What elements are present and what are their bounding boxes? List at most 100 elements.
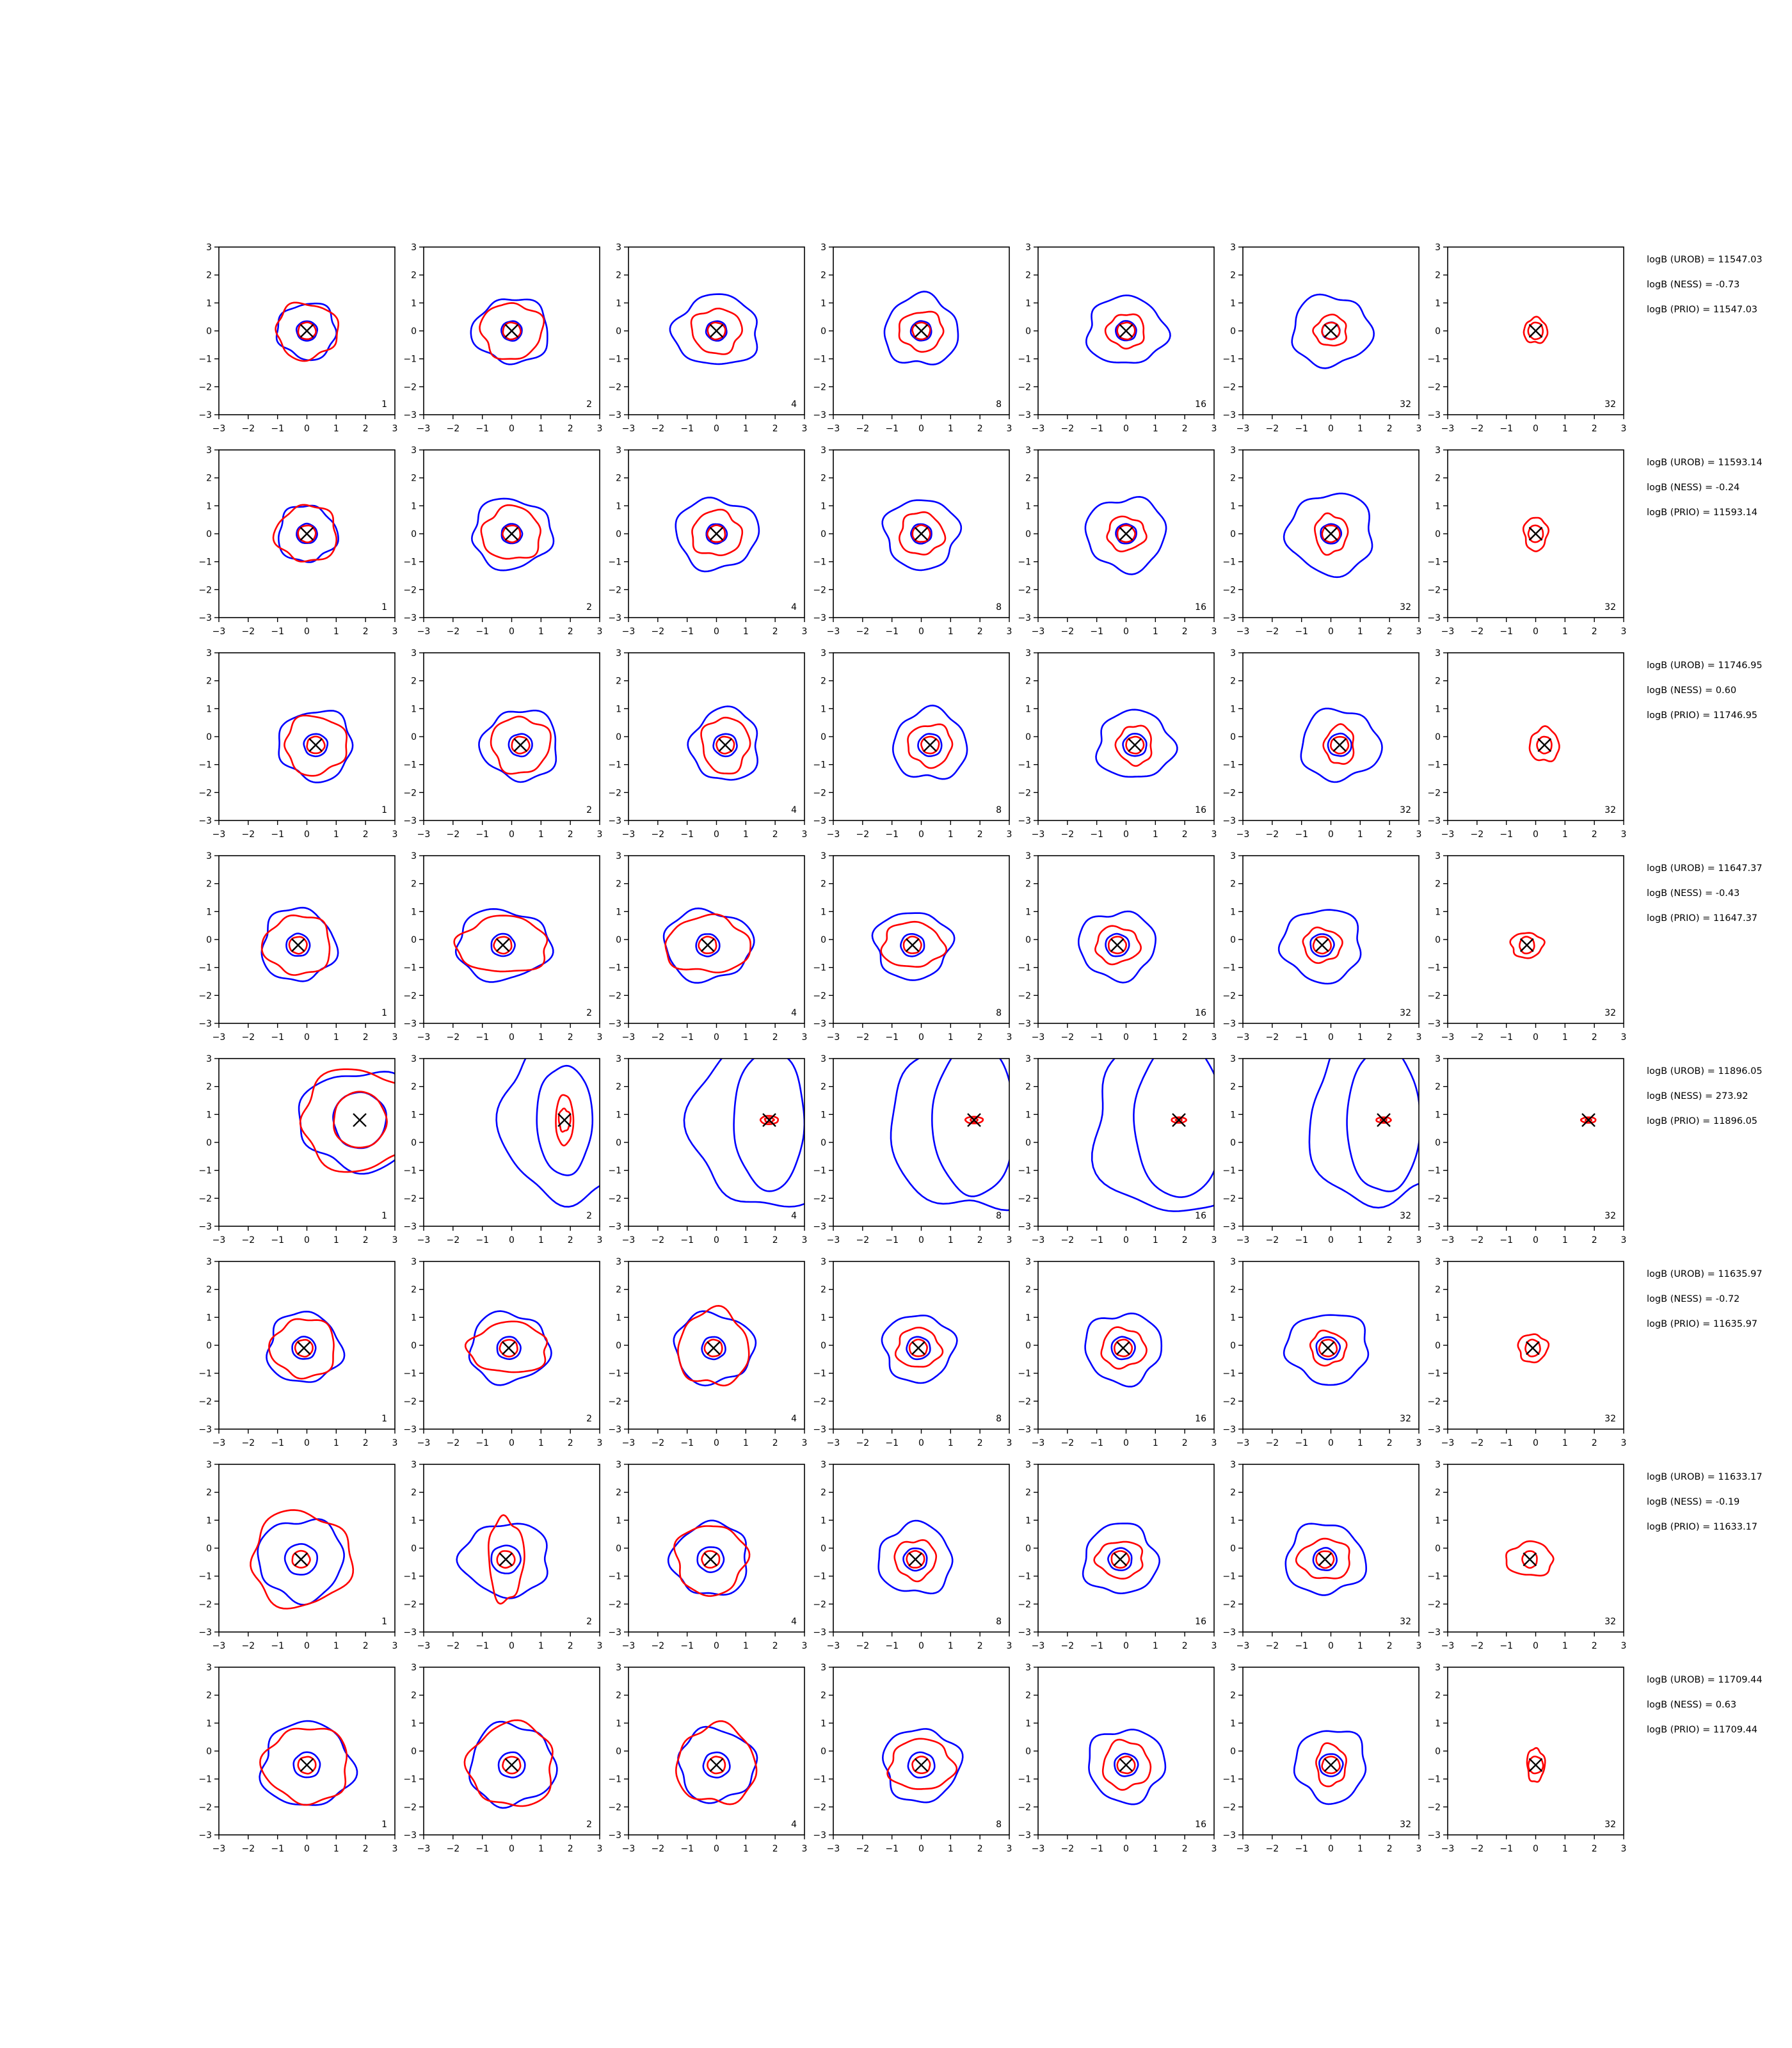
panel-5-1: −3 −2 −1 0 1 2 3 −3 −2 −1 0 1 2 3 1 — [198, 1054, 397, 1245]
true-value-marker — [1119, 324, 1133, 338]
y-tick-label: 3 — [411, 1054, 417, 1064]
panel-label: 4 — [791, 1211, 797, 1221]
panel-5-4: −3 −2 −1 0 1 2 3 −3 −2 −1 0 1 2 3 8 — [813, 1054, 1012, 1245]
x-tick-label: 0 — [509, 1032, 515, 1043]
x-tick-label: 2 — [772, 1844, 778, 1854]
y-tick-label: 0 — [1230, 1138, 1236, 1148]
y-tick-label: −2 — [198, 1599, 212, 1610]
x-tick-label: −3 — [417, 1235, 431, 1245]
blue-contour — [1084, 495, 1167, 575]
x-tick-label: 0 — [918, 627, 924, 637]
blue-contour — [931, 1059, 1009, 1197]
x-tick-label: −3 — [1236, 424, 1250, 434]
true-value-marker — [718, 738, 733, 752]
y-tick-label: 2 — [1435, 271, 1441, 281]
red-contour — [275, 301, 339, 362]
row-annotation: logB (UROB) = 11633.17 — [1647, 1472, 1763, 1482]
blue-contour — [1110, 1336, 1136, 1361]
true-value-marker — [1116, 1341, 1130, 1356]
red-contour — [1114, 1338, 1133, 1357]
x-tick-label: 1 — [948, 829, 954, 840]
blue-contour — [291, 1336, 317, 1360]
y-tick-label: −2 — [608, 788, 621, 798]
y-tick-label: 3 — [616, 445, 621, 456]
contour-area — [495, 1059, 600, 1208]
panel-3-5: −3 −2 −1 0 1 2 3 −3 −2 −1 0 1 2 3 16 — [1018, 648, 1217, 840]
row-annotation: logB (NESS) = -0.73 — [1647, 280, 1740, 290]
red-contour — [707, 524, 726, 543]
x-tick-label: 0 — [714, 1844, 719, 1854]
red-contour — [464, 1320, 548, 1373]
y-tick-label: 3 — [820, 1054, 826, 1064]
x-tick-label: 2 — [363, 1844, 369, 1854]
y-tick-label: −2 — [1018, 1194, 1031, 1204]
y-tick-label: −2 — [1222, 1194, 1236, 1204]
contour-area — [266, 1310, 346, 1383]
y-tick-label: 3 — [1435, 243, 1441, 253]
blue-contour — [871, 912, 956, 981]
x-tick-label: 2 — [977, 1032, 983, 1043]
y-tick-label: 0 — [820, 732, 826, 742]
panel-label: 1 — [381, 805, 387, 815]
panel-label: 4 — [791, 1008, 797, 1018]
x-tick-label: −3 — [1236, 1641, 1250, 1651]
y-tick-label: 2 — [1435, 879, 1441, 890]
y-tick-label: −1 — [198, 1775, 212, 1785]
x-tick-label: 0 — [1328, 627, 1334, 637]
y-tick-label: 2 — [206, 474, 212, 484]
y-tick-label: −1 — [1222, 1369, 1236, 1379]
true-value-marker — [1172, 1113, 1186, 1127]
red-contour — [493, 936, 513, 955]
y-tick-label: −3 — [1018, 1425, 1031, 1435]
y-tick-label: 2 — [1435, 1488, 1441, 1498]
y-tick-label: 3 — [1435, 851, 1441, 861]
blue-contour — [1320, 523, 1343, 545]
y-tick-label: −3 — [1427, 1019, 1441, 1029]
panel-1-3: −3 −2 −1 0 1 2 3 −3 −2 −1 0 1 2 3 4 — [608, 243, 807, 434]
blue-contour — [456, 1523, 548, 1599]
red-contour — [1519, 936, 1535, 955]
true-value-marker — [1332, 738, 1347, 752]
axes-frame — [1447, 1667, 1624, 1836]
x-tick-label: 2 — [1182, 1438, 1188, 1448]
y-tick-label: 0 — [206, 1341, 212, 1351]
x-tick-label: −3 — [1441, 1844, 1455, 1854]
y-tick-label: 0 — [820, 935, 826, 945]
y-tick-label: 0 — [1025, 529, 1031, 540]
x-tick-label: −2 — [652, 627, 665, 637]
y-tick-label: 0 — [820, 1747, 826, 1757]
red-contour — [1107, 936, 1127, 954]
true-value-marker — [1119, 1757, 1133, 1772]
y-tick-label: 3 — [411, 1257, 417, 1267]
panel-4-1: −3 −2 −1 0 1 2 3 −3 −2 −1 0 1 2 3 1 — [198, 851, 397, 1043]
axes-frame — [218, 1667, 396, 1836]
y-tick-label: −2 — [1222, 585, 1236, 595]
x-tick-label: −3 — [1236, 627, 1250, 637]
y-tick-label: 2 — [1230, 676, 1236, 687]
axes-frame — [1037, 1667, 1215, 1836]
y-tick-label: 3 — [1230, 1257, 1236, 1267]
blue-contour — [284, 1543, 318, 1576]
blue-contour — [669, 293, 758, 365]
red-contour — [1101, 1738, 1152, 1791]
x-tick-label: 2 — [772, 1438, 778, 1448]
x-tick-label: −2 — [1061, 829, 1075, 840]
y-tick-label: −3 — [608, 1830, 621, 1841]
red-contour — [701, 1550, 721, 1569]
red-contour — [1104, 313, 1145, 350]
panel-label: 1 — [381, 602, 387, 612]
red-contour — [1171, 1116, 1187, 1124]
x-tick-label: 1 — [1153, 627, 1158, 637]
x-tick-label: 0 — [1328, 1438, 1334, 1448]
x-tick-label: −3 — [622, 1641, 636, 1651]
x-tick-label: 0 — [304, 627, 310, 637]
y-tick-label: −3 — [608, 1222, 621, 1232]
contour-area — [1284, 1523, 1368, 1596]
x-tick-label: 1 — [1153, 1641, 1158, 1651]
y-tick-label: 2 — [1230, 1285, 1236, 1295]
x-tick-label: −2 — [856, 1641, 870, 1651]
y-tick-label: 3 — [206, 1257, 212, 1267]
y-tick-label: −1 — [1222, 557, 1236, 568]
x-tick-label: −2 — [1471, 1641, 1484, 1651]
x-tick-label: 1 — [333, 1032, 339, 1043]
